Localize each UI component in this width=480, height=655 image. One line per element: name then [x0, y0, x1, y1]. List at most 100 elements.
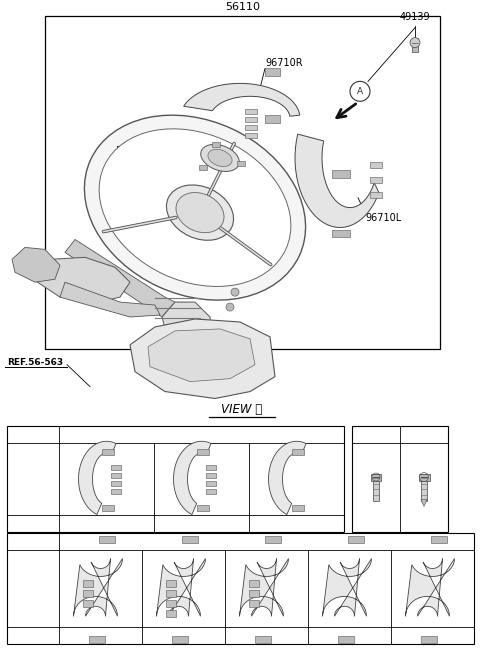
Bar: [419, 474, 430, 481]
Bar: [245, 133, 257, 138]
Bar: [370, 177, 382, 183]
Bar: [166, 601, 176, 607]
Polygon shape: [73, 559, 122, 616]
Polygon shape: [421, 499, 427, 506]
Polygon shape: [148, 329, 255, 382]
Text: 96700-3X500: 96700-3X500: [74, 631, 126, 640]
Polygon shape: [28, 257, 130, 302]
Text: KEY NO.: KEY NO.: [11, 536, 45, 546]
Bar: [205, 473, 216, 478]
Text: 56991C: 56991C: [115, 146, 153, 156]
Text: 96700-3X600: 96700-3X600: [240, 631, 292, 640]
Bar: [291, 505, 303, 511]
Ellipse shape: [99, 129, 291, 286]
Circle shape: [350, 81, 370, 102]
Bar: [171, 636, 188, 643]
Bar: [370, 162, 382, 168]
Polygon shape: [184, 83, 300, 116]
Text: P/NO: P/NO: [11, 631, 32, 640]
Bar: [371, 474, 381, 481]
Bar: [332, 170, 350, 178]
Text: 96700-3X800: 96700-3X800: [176, 519, 228, 528]
Text: 96710L: 96710L: [251, 536, 282, 546]
Bar: [101, 449, 113, 455]
Bar: [205, 465, 216, 470]
Text: 1249KA: 1249KA: [408, 430, 440, 440]
Ellipse shape: [167, 185, 234, 240]
Text: A: A: [357, 87, 363, 96]
Text: ILLUST: ILLUST: [11, 584, 39, 593]
Polygon shape: [79, 441, 116, 515]
Text: 96700-3X750: 96700-3X750: [81, 519, 132, 528]
Bar: [7, 533, 474, 644]
Bar: [370, 192, 382, 198]
Text: 96710R: 96710R: [265, 58, 302, 69]
Bar: [332, 229, 350, 238]
Ellipse shape: [201, 144, 239, 172]
Bar: [245, 109, 257, 114]
Text: 96710R: 96710R: [185, 430, 218, 440]
Polygon shape: [60, 282, 160, 317]
Bar: [196, 449, 208, 455]
Bar: [265, 69, 280, 77]
Bar: [7, 426, 344, 532]
Polygon shape: [268, 441, 306, 515]
Bar: [88, 636, 105, 643]
Bar: [166, 580, 176, 588]
Text: 1243BE: 1243BE: [360, 430, 392, 440]
Polygon shape: [162, 302, 215, 367]
Polygon shape: [406, 559, 455, 616]
Text: 96700-3X650: 96700-3X650: [324, 631, 375, 640]
Bar: [110, 473, 120, 478]
Bar: [249, 580, 259, 588]
Polygon shape: [323, 559, 372, 616]
Circle shape: [226, 303, 234, 311]
Bar: [237, 160, 245, 166]
Bar: [83, 590, 93, 597]
Bar: [337, 636, 353, 643]
Bar: [265, 115, 280, 123]
Text: 49139: 49139: [400, 12, 430, 22]
Text: 96700-3X700: 96700-3X700: [407, 631, 458, 640]
Text: KEY NO.: KEY NO.: [11, 430, 45, 440]
Bar: [373, 474, 379, 502]
Bar: [249, 590, 259, 597]
Circle shape: [410, 37, 420, 48]
Text: ILLUST: ILLUST: [11, 474, 39, 483]
Bar: [166, 590, 176, 597]
Bar: [421, 474, 427, 502]
Text: REF.56-563: REF.56-563: [7, 358, 63, 367]
Text: VIEW Ⓐ: VIEW Ⓐ: [221, 403, 263, 417]
Bar: [110, 489, 120, 494]
Bar: [101, 505, 113, 511]
Bar: [205, 481, 216, 486]
Bar: [196, 505, 208, 511]
Ellipse shape: [84, 115, 306, 300]
Polygon shape: [173, 441, 211, 515]
Bar: [420, 636, 436, 643]
Text: 96700-3X900: 96700-3X900: [271, 519, 323, 528]
Ellipse shape: [208, 149, 232, 166]
Bar: [254, 636, 271, 643]
Text: 56110: 56110: [225, 2, 260, 12]
Bar: [83, 601, 93, 607]
Polygon shape: [12, 248, 60, 282]
Polygon shape: [130, 319, 275, 398]
Polygon shape: [156, 559, 205, 616]
Text: 96700-3X550: 96700-3X550: [157, 631, 209, 640]
Bar: [249, 601, 259, 607]
Bar: [110, 465, 120, 470]
Bar: [110, 481, 120, 486]
Bar: [45, 16, 440, 349]
Bar: [291, 449, 303, 455]
Bar: [245, 125, 257, 130]
Bar: [181, 536, 197, 542]
Bar: [412, 37, 418, 52]
Bar: [166, 610, 176, 617]
Polygon shape: [65, 240, 175, 317]
Ellipse shape: [176, 193, 224, 233]
Bar: [431, 536, 446, 542]
Bar: [245, 117, 257, 122]
Bar: [348, 536, 363, 542]
Bar: [199, 165, 207, 170]
